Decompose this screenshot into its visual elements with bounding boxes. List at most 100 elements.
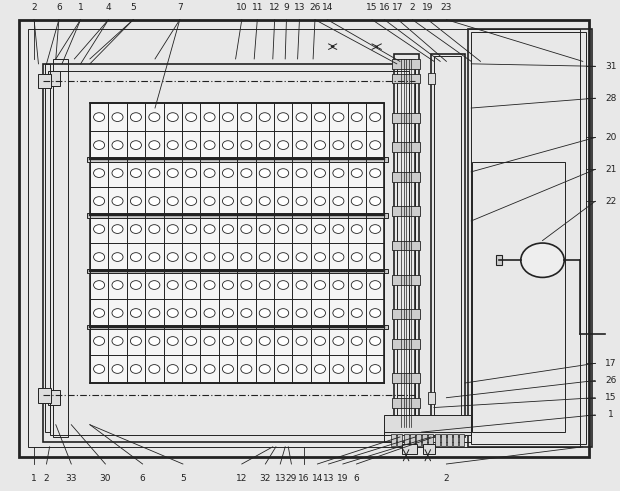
Circle shape xyxy=(167,141,179,149)
Circle shape xyxy=(333,197,344,205)
Bar xyxy=(428,392,435,404)
Bar xyxy=(422,434,427,446)
Text: 22: 22 xyxy=(605,197,616,206)
Circle shape xyxy=(112,253,123,261)
Bar xyxy=(392,309,420,319)
Bar xyxy=(392,339,420,349)
Bar xyxy=(428,73,435,84)
Circle shape xyxy=(278,169,289,177)
Circle shape xyxy=(94,113,105,121)
Circle shape xyxy=(223,225,234,233)
Text: 32: 32 xyxy=(260,474,271,483)
Circle shape xyxy=(278,365,289,373)
Bar xyxy=(453,434,458,446)
Circle shape xyxy=(112,281,123,289)
Circle shape xyxy=(204,309,215,317)
Circle shape xyxy=(278,281,289,289)
Circle shape xyxy=(370,197,381,205)
Circle shape xyxy=(204,141,215,149)
Text: 14: 14 xyxy=(312,474,323,483)
Circle shape xyxy=(185,141,197,149)
Circle shape xyxy=(112,309,123,317)
Text: 19: 19 xyxy=(422,3,433,12)
Circle shape xyxy=(149,197,160,205)
Bar xyxy=(43,64,415,442)
Circle shape xyxy=(149,169,160,177)
Text: 14: 14 xyxy=(322,3,333,12)
Circle shape xyxy=(370,141,381,149)
Bar xyxy=(472,162,565,432)
Circle shape xyxy=(333,309,344,317)
Circle shape xyxy=(204,281,215,289)
Circle shape xyxy=(370,169,381,177)
Bar xyxy=(431,54,465,437)
Bar xyxy=(434,56,461,435)
Circle shape xyxy=(149,365,160,373)
Text: 1: 1 xyxy=(78,3,84,12)
Circle shape xyxy=(296,365,307,373)
Text: 23: 23 xyxy=(441,3,452,12)
Circle shape xyxy=(352,253,362,261)
Circle shape xyxy=(185,253,197,261)
Circle shape xyxy=(241,365,252,373)
Circle shape xyxy=(314,141,326,149)
Circle shape xyxy=(167,113,179,121)
Circle shape xyxy=(223,141,234,149)
Circle shape xyxy=(185,281,197,289)
Circle shape xyxy=(278,141,289,149)
Circle shape xyxy=(241,141,252,149)
Text: 17: 17 xyxy=(605,359,616,368)
Circle shape xyxy=(333,113,344,121)
Circle shape xyxy=(370,365,381,373)
Bar xyxy=(397,434,402,446)
Circle shape xyxy=(204,253,215,261)
Bar xyxy=(48,390,60,405)
Circle shape xyxy=(333,253,344,261)
Circle shape xyxy=(352,225,362,233)
Circle shape xyxy=(185,365,197,373)
Text: 19: 19 xyxy=(337,474,348,483)
Bar xyxy=(392,206,420,216)
Bar xyxy=(392,241,420,250)
Text: 26: 26 xyxy=(309,3,321,12)
Circle shape xyxy=(185,225,197,233)
Circle shape xyxy=(314,225,326,233)
Circle shape xyxy=(112,225,123,233)
Text: 2: 2 xyxy=(409,3,415,12)
Circle shape xyxy=(278,225,289,233)
Bar xyxy=(416,434,421,446)
Circle shape xyxy=(204,113,215,121)
Text: 17: 17 xyxy=(392,3,404,12)
Bar xyxy=(435,434,440,446)
Text: 2: 2 xyxy=(43,474,50,483)
Circle shape xyxy=(112,337,123,345)
Circle shape xyxy=(94,197,105,205)
Text: 15: 15 xyxy=(366,3,378,12)
Text: 5: 5 xyxy=(180,474,186,483)
Text: 15: 15 xyxy=(605,393,616,402)
Circle shape xyxy=(352,365,362,373)
Circle shape xyxy=(130,337,141,345)
Circle shape xyxy=(278,309,289,317)
Bar xyxy=(394,54,418,432)
Bar xyxy=(87,157,388,162)
Text: 28: 28 xyxy=(605,94,616,103)
Text: 12: 12 xyxy=(236,474,247,483)
Circle shape xyxy=(370,253,381,261)
Text: 4: 4 xyxy=(105,3,112,12)
Circle shape xyxy=(278,253,289,261)
Circle shape xyxy=(352,197,362,205)
Circle shape xyxy=(296,113,307,121)
Circle shape xyxy=(94,253,105,261)
Bar xyxy=(471,32,586,444)
Circle shape xyxy=(352,141,362,149)
Bar xyxy=(87,269,388,273)
Circle shape xyxy=(223,197,234,205)
Circle shape xyxy=(167,281,179,289)
Circle shape xyxy=(223,169,234,177)
Bar xyxy=(384,432,471,442)
Circle shape xyxy=(223,253,234,261)
Circle shape xyxy=(112,365,123,373)
Circle shape xyxy=(333,365,344,373)
Text: 13: 13 xyxy=(275,474,286,483)
